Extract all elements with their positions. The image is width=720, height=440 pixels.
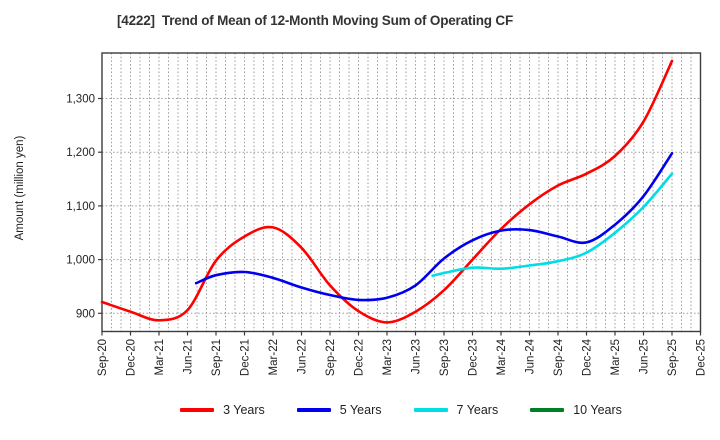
x-tick-label: Dec-20 [125,339,137,376]
legend-label: 10 Years [573,403,622,417]
x-tick-label: Jun-23 [410,339,422,374]
x-tick-label: Mar-23 [382,339,394,375]
legend-label: 7 Years [456,403,499,417]
plot-border [101,52,702,333]
y-tick-label: 1,200 [66,147,95,159]
legend-label: 3 Years [223,403,265,417]
y-tick-label: 1,300 [66,94,95,106]
y-tick-label: 900 [76,308,95,320]
legend-line-swatch [530,408,565,412]
x-tick-label: Dec-21 [239,339,251,376]
legend-line-swatch [180,408,215,412]
legend-item-3-years: 3 Years [180,403,265,417]
x-tick-label: Jun-24 [524,338,536,374]
series-line-5-years [194,152,674,302]
x-tick-label: Jun-22 [296,339,308,374]
x-tick-label: Sep-22 [325,339,337,376]
x-tick-label: Dec-22 [353,339,365,376]
legend-item-10-years: 10 Years [530,403,622,417]
series-line-7-years [431,172,674,277]
x-tick-label: Mar-25 [610,339,622,375]
x-tick-label: Mar-21 [154,339,166,375]
legend-line-swatch [296,408,331,412]
x-tick-label: Sep-20 [97,339,109,376]
legend-label: 5 Years [339,403,382,417]
x-tick-label: Sep-21 [211,339,223,376]
y-tick-label: 1,000 [66,255,95,267]
x-tick-label: Jun-21 [182,339,194,374]
x-tick-label: Mar-24 [496,338,508,375]
chart-title: [4222] Trend of Mean of 12-Month Moving … [116,13,513,28]
y-tick-label: 1,100 [66,201,95,213]
legend: 3 Years 5 Years 7 Years 10 Years [102,403,700,417]
x-tick-label: Dec-23 [467,339,479,376]
x-tick-label: Sep-24 [553,338,565,376]
x-tick-label: Mar-22 [268,339,280,375]
x-tick-label: Dec-24 [581,338,593,376]
x-tick-label: Jun-25 [638,339,650,374]
x-tick-label: Sep-25 [667,339,679,376]
series-line-3-years [100,59,674,324]
x-tick-label: Dec-25 [695,339,707,376]
legend-item-5-years: 5 Years [296,403,382,417]
legend-line-swatch [413,408,448,412]
legend-item-7-years: 7 Years [413,403,499,417]
x-tick-label: Sep-23 [439,339,451,376]
